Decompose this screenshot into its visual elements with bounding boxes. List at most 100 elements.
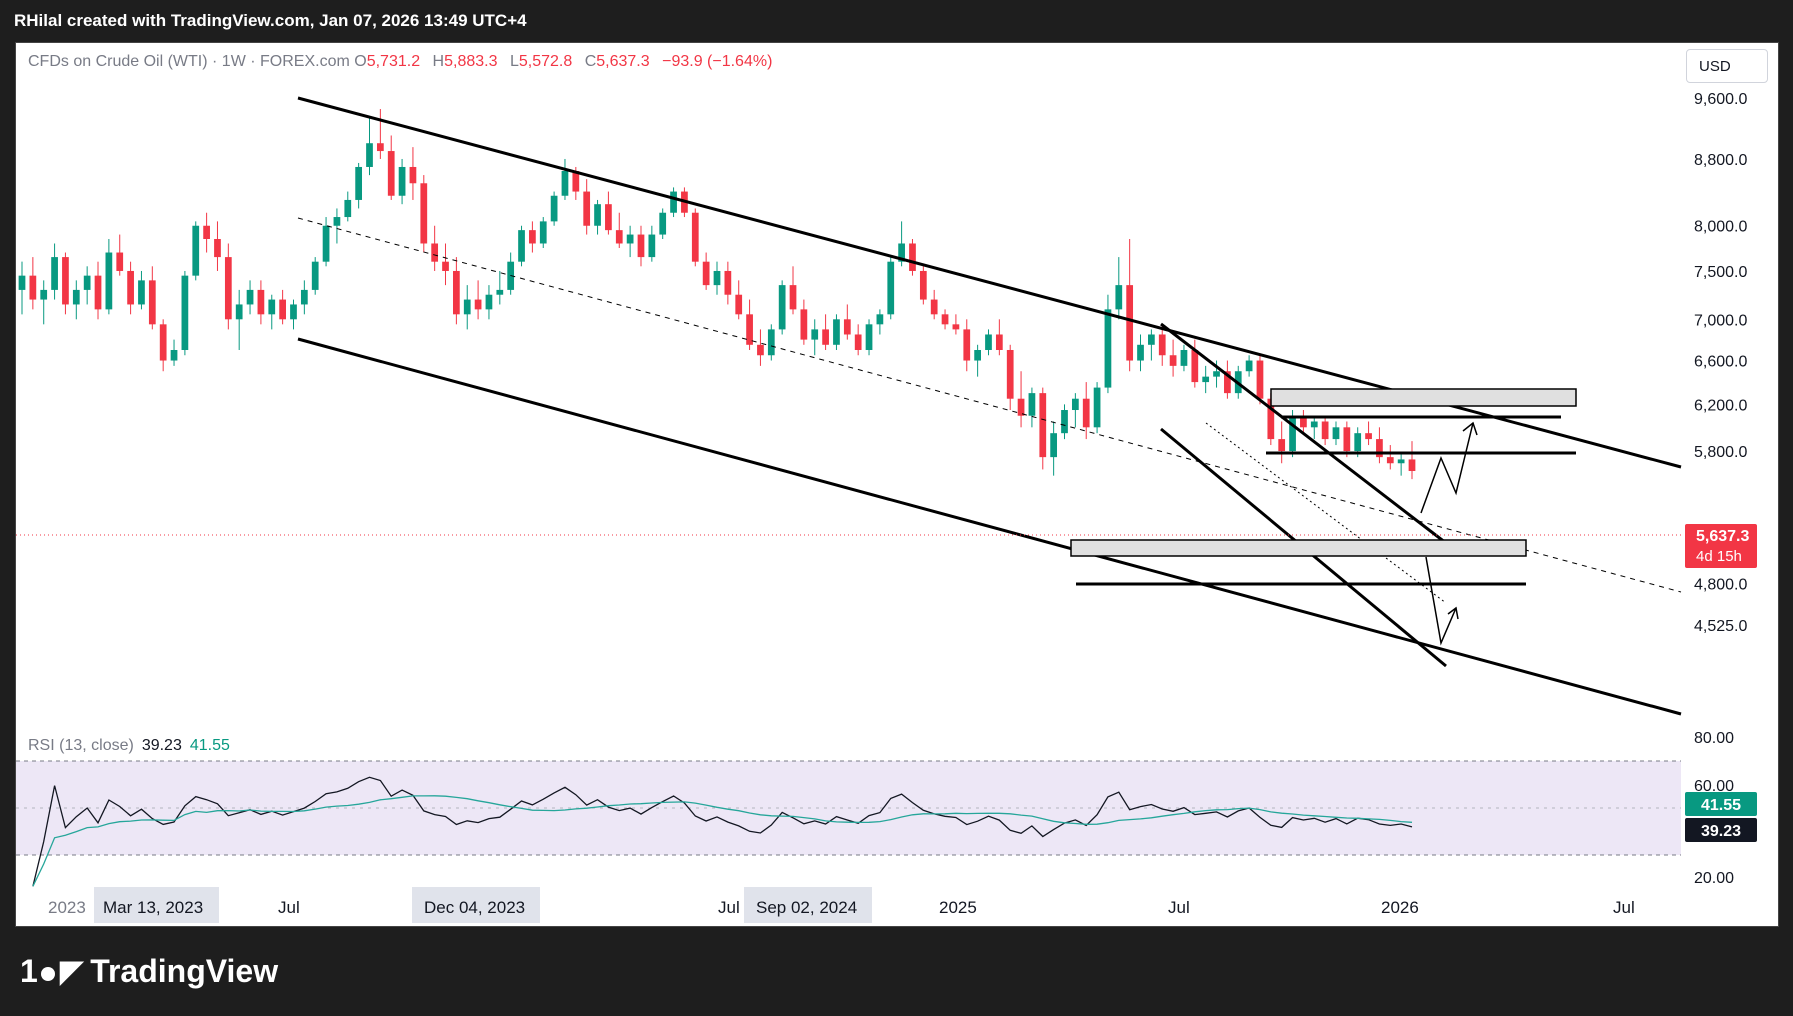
candle-body: [887, 261, 895, 315]
symbol-legend[interactable]: CFDs on Crude Oil (WTI) · 1W · FOREX.com…: [28, 53, 780, 71]
time-label-jul-2: Jul: [718, 898, 740, 917]
candle-body: [1028, 393, 1036, 416]
high-value: 5,883.3: [444, 53, 498, 70]
time-highlight-3-bg: [744, 887, 872, 923]
candle-body: [909, 243, 916, 271]
candle-body: [257, 289, 265, 315]
candle-body: [702, 261, 710, 286]
candle-body: [1006, 349, 1014, 399]
open-label: O: [354, 53, 367, 70]
candle-body: [854, 334, 862, 350]
candle-body: [453, 270, 460, 315]
candle-body: [214, 239, 221, 258]
candle-body: [974, 349, 981, 361]
candle-body: [1397, 459, 1405, 464]
candle-body: [1289, 415, 1296, 452]
candle-body: [1169, 355, 1177, 366]
candle-body: [1115, 285, 1123, 310]
candle-body: [29, 275, 37, 300]
channel-lower: [297, 337, 1682, 716]
candle-body: [398, 166, 406, 196]
candle-body: [105, 252, 113, 310]
rsi-legend[interactable]: RSI (13, close) 39.23 41.55: [28, 737, 230, 755]
price-chart[interactable]: 9,600.0 8,800.0 8,000.0 7,500.0 7,000.0 6,600…: [16, 43, 1778, 926]
time-label-2026: 2026: [1381, 898, 1419, 917]
candle-body: [1158, 334, 1166, 356]
candle-body: [1278, 439, 1286, 452]
candle-body: [1061, 410, 1068, 434]
time-label-jul-1: Jul: [278, 898, 300, 917]
candle-body: [1191, 349, 1199, 383]
candle-body: [822, 329, 829, 345]
bullish-arrow-head: [1462, 421, 1478, 436]
candle-body: [594, 204, 601, 226]
candle-body: [583, 191, 591, 226]
price-axis-label: 4,800.0: [1694, 577, 1747, 594]
candle-body: [615, 230, 623, 244]
chart-frame[interactable]: 9,600.0 8,800.0 8,000.0 7,500.0 7,000.0 6,600…: [15, 42, 1779, 927]
candle-body: [94, 275, 102, 310]
candle-body: [778, 285, 786, 330]
candle-body: [1137, 344, 1144, 361]
candle-body: [865, 324, 873, 350]
candle-body: [1386, 457, 1394, 464]
price-axis-label: 6,600.0: [1694, 354, 1747, 371]
time-highlight-1: Mar 13, 2023: [103, 898, 203, 917]
open-value: 5,731.2: [366, 53, 421, 70]
candle-body: [919, 270, 927, 300]
tradingview-mark-icon: 1 ◤: [20, 953, 84, 989]
candle-body: [72, 289, 80, 305]
currency-selector[interactable]: USD: [1686, 49, 1768, 83]
candle-body: [376, 143, 384, 152]
resistance-zone: [1270, 388, 1577, 407]
close-label: C: [584, 53, 597, 70]
rsi-axis-label: 80.00: [1694, 730, 1734, 747]
candle-body: [474, 299, 482, 310]
candle-body: [930, 299, 938, 315]
candle-body: [148, 280, 156, 325]
candle-body: [561, 171, 569, 196]
candle-body: [1126, 285, 1134, 361]
channel-upper: [297, 96, 1682, 469]
candle-body: [127, 270, 134, 305]
rsi-axis-label: 60.00: [1694, 778, 1734, 795]
candle-body: [159, 324, 167, 361]
candle-body: [51, 257, 58, 290]
candle-body: [442, 261, 449, 271]
chart-caption: RHilal created with TradingView.com, Jan…: [14, 11, 527, 30]
candle-body: [235, 304, 243, 320]
tradingview-brand: TradingView: [90, 952, 279, 989]
candle-body: [637, 234, 645, 258]
candle-body: [1300, 415, 1307, 428]
candle-body: [898, 243, 905, 262]
time-highlight-2: Dec 04, 2023: [424, 898, 525, 917]
rsi-ma-line: [32, 795, 1413, 887]
rsi-ma-badge-value: 41.55: [1701, 797, 1741, 814]
candle-body: [1104, 309, 1112, 388]
candle-body: [1093, 387, 1101, 428]
bearish-arrow-head: [1447, 606, 1459, 620]
candle-body: [1017, 398, 1025, 416]
candle-body: [192, 225, 200, 276]
rsi-line: [32, 776, 1413, 887]
candle-body: [550, 195, 558, 222]
candle-body: [1071, 398, 1079, 411]
price-axis-label: 7,500.0: [1694, 264, 1747, 281]
price-axis-label: 9,600.0: [1694, 91, 1747, 108]
price-badge: 5,637.3 4d 15h: [1685, 524, 1757, 568]
candle-body: [529, 230, 536, 244]
candle-body: [1202, 376, 1210, 383]
high-label: H: [432, 53, 445, 70]
candle-body: [757, 344, 764, 356]
candle-body: [1408, 459, 1416, 472]
inner-dotted-trend: [1205, 422, 1447, 604]
rsi-label: RSI (13, close): [28, 737, 134, 754]
candle-body: [420, 183, 428, 244]
candle-body: [767, 329, 775, 356]
candle-body: [843, 319, 851, 335]
candle-body: [268, 299, 276, 315]
candle-body: [300, 289, 308, 305]
time-label-2025: 2025: [939, 898, 977, 917]
rsi-ma-badge: 41.55: [1685, 792, 1757, 816]
support-zone: [1070, 539, 1527, 557]
